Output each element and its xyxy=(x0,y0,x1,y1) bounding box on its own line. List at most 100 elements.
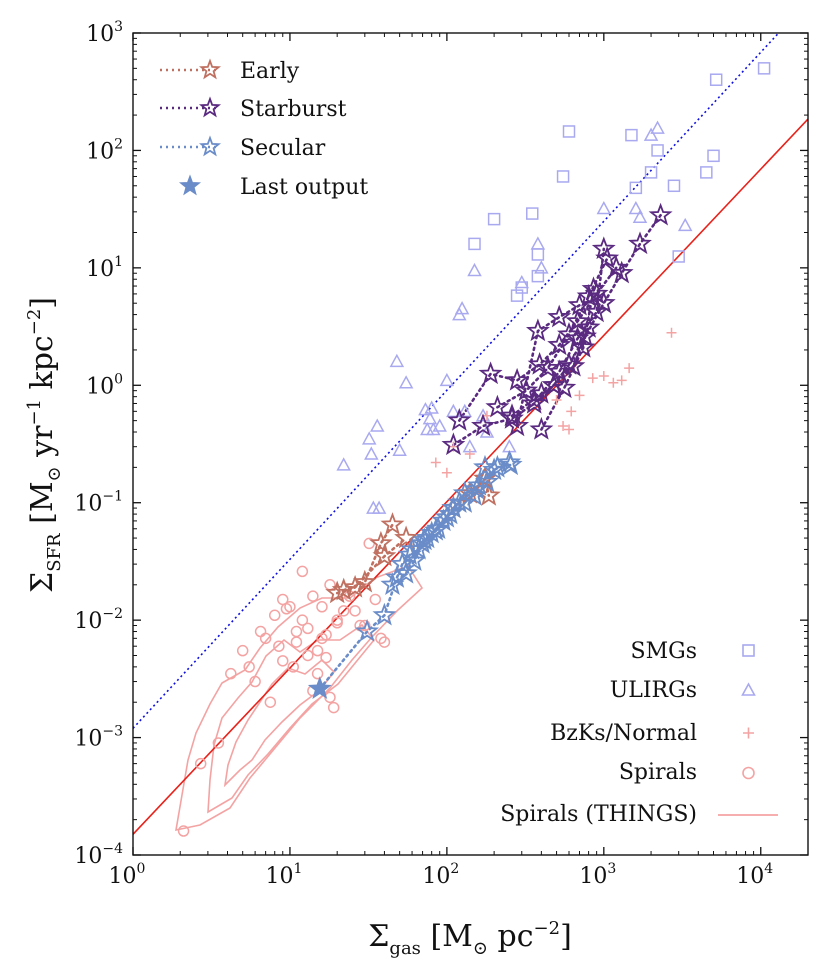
legend-star-secular xyxy=(198,135,222,157)
smgs-point-18 xyxy=(757,62,771,75)
ulirgs-point-8 xyxy=(398,375,414,389)
starburst-track-4 xyxy=(515,303,581,428)
starburst-point-1-4 xyxy=(547,332,572,356)
ulirgs-point-19 xyxy=(457,403,473,418)
early-point-1-0 xyxy=(331,577,356,601)
secular-point-1-5 xyxy=(431,508,456,532)
ulirgs-point-10 xyxy=(420,421,435,436)
secular-point-1-10 xyxy=(497,449,522,473)
bzks-normal-point-8 xyxy=(564,424,575,435)
legend-entry-things: Spirals (THINGS) xyxy=(500,802,778,827)
starburst-point-4-1 xyxy=(525,318,550,342)
starburst-point-6-0 xyxy=(529,416,554,440)
starburst-point-6-1 xyxy=(552,375,577,399)
legend-entry-smgs: SMGs xyxy=(631,639,755,664)
early-point-1-3 xyxy=(380,512,405,535)
spirals-point-1 xyxy=(194,757,207,770)
ulirgs-point-28 xyxy=(596,200,612,215)
starburst-point-3-4 xyxy=(584,299,609,323)
y-tick-label-6: 102 xyxy=(86,136,123,164)
starburst-point-6-3 xyxy=(581,276,606,300)
ulirgs-point-30 xyxy=(632,209,648,223)
bzks-normal-point-11 xyxy=(587,373,598,384)
secular-point-0-1 xyxy=(355,618,380,642)
y-tick-label-2: 10−2 xyxy=(74,606,123,634)
ulirgs-point-31 xyxy=(643,127,659,141)
early-point-0-2 xyxy=(372,543,397,567)
axis-ticks: 100 101 102 103 104 10−4 10−3 10−2 10−1 100 101 102… xyxy=(74,19,809,889)
legend-entry-bzks: BzKs/Normal xyxy=(550,721,754,746)
ulirgs-point-13 xyxy=(426,421,441,436)
ulirgs-point-16 xyxy=(446,403,461,418)
secular-point-2-2 xyxy=(423,517,448,541)
spirals-point-44 xyxy=(320,651,332,664)
early-point-1-2 xyxy=(368,530,393,554)
bzks-normal-point-1 xyxy=(441,467,452,478)
smgs-point-4 xyxy=(526,207,539,220)
spirals-point-40 xyxy=(277,655,289,667)
y-tick-label-5: 101 xyxy=(86,254,123,282)
spirals-point-2 xyxy=(212,737,225,749)
spirals-point-8 xyxy=(259,632,272,645)
starburst-point-0-1 xyxy=(471,413,496,437)
x-tick-label-0: 100 xyxy=(109,861,146,889)
spirals-point-17 xyxy=(296,614,309,626)
bzks-normal-point-16 xyxy=(666,327,677,338)
spirals-point-7 xyxy=(254,625,267,638)
starburst-point-5-3 xyxy=(576,315,601,338)
smgs-point-15 xyxy=(700,166,713,179)
secular-point-0-2 xyxy=(372,602,397,626)
y-tick-label-4: 100 xyxy=(86,371,123,399)
ulirgs-point-2 xyxy=(364,446,379,460)
spirals-point-30 xyxy=(359,619,371,632)
smgs-point-6 xyxy=(531,269,545,283)
spirals-point-20 xyxy=(311,667,324,680)
series-layer xyxy=(177,62,771,837)
spirals-point-4 xyxy=(236,644,249,657)
legend-label-starburst: Starburst xyxy=(240,97,347,122)
y-tick-label-3: 10−1 xyxy=(74,489,123,517)
y-axis-label: ΣSFR [M⊙ yr−1 kpc−2] xyxy=(24,297,65,593)
ulirgs-point-25 xyxy=(514,274,530,289)
early-point-1-1 xyxy=(352,569,377,593)
starburst-point-1-2 xyxy=(505,367,530,391)
legend-label-smgs: SMGs xyxy=(631,639,697,664)
legend-marker-spirals xyxy=(742,766,755,780)
ulirgs-point-24 xyxy=(502,439,517,453)
spirals-point-26 xyxy=(337,605,350,617)
ulirgs-point-26 xyxy=(530,236,546,250)
starburst-point-2-4 xyxy=(576,283,601,307)
spirals-point-9 xyxy=(264,696,277,708)
starburst-point-3-0 xyxy=(500,403,524,426)
starburst-point-2-0 xyxy=(485,394,510,418)
secular-point-2-5 xyxy=(462,483,487,506)
relation-lines xyxy=(133,33,808,835)
x-tick-label-2: 102 xyxy=(422,861,459,889)
secular-point-2-6 xyxy=(473,454,497,478)
bzks-normal-point-13 xyxy=(608,377,619,388)
ulirgs-point-32 xyxy=(650,120,665,134)
spirals-point-3 xyxy=(225,667,237,680)
starburst-point-5-2 xyxy=(561,353,586,377)
ulirgs-point-5 xyxy=(371,500,387,514)
bzks-normal-point-15 xyxy=(624,363,635,374)
starburst-point-0-3 xyxy=(522,390,547,414)
legend-label-last-output: Last output xyxy=(240,175,368,200)
spirals-point-35 xyxy=(296,565,309,578)
legend-entry-last-output: Last output xyxy=(178,174,368,200)
spirals-point-5 xyxy=(243,661,255,673)
ulirgs-point-33 xyxy=(677,217,693,232)
early-point-0-3 xyxy=(394,525,419,549)
ulirgs-point-6 xyxy=(389,353,405,368)
legend-observations: SMGs ULIRGs BzKs/Normal Spirals Spirals … xyxy=(500,639,778,827)
spirals-point-22 xyxy=(320,629,332,641)
starburst-track-2 xyxy=(496,257,609,409)
starburst-point-0-10 xyxy=(648,202,673,226)
smgs-point-10 xyxy=(629,181,643,195)
bzks-normal-point-6 xyxy=(551,394,562,405)
spirals-point-16 xyxy=(290,625,303,638)
legend-entry-early: Early xyxy=(160,58,300,84)
ulirgs-point-18 xyxy=(454,301,470,315)
last-output-point-0 xyxy=(308,677,331,699)
things-contour-mid xyxy=(207,623,376,814)
